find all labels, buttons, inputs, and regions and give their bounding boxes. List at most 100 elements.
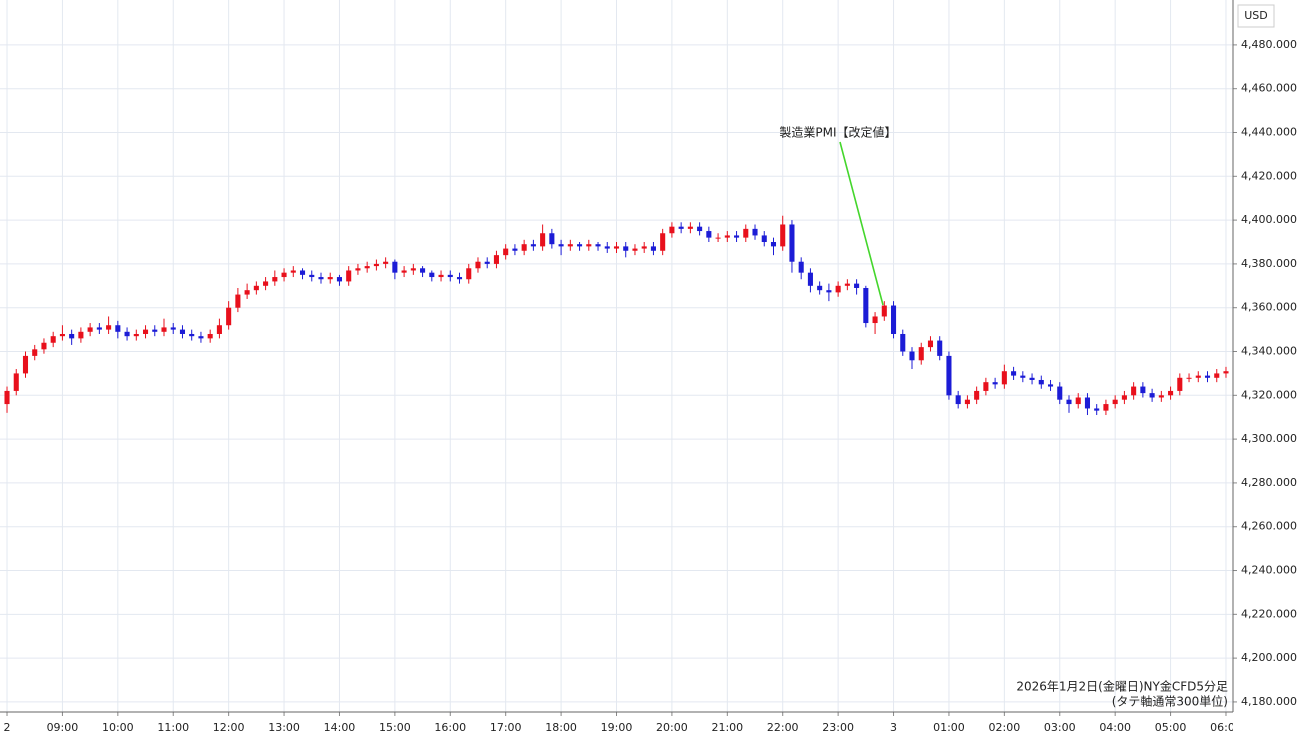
candle-body (558, 244, 564, 247)
candle-body (115, 325, 121, 332)
candle-body (826, 290, 832, 293)
candle-body (798, 261, 804, 273)
candle-body (410, 268, 416, 271)
candle-body (687, 226, 693, 229)
candle-body (817, 285, 823, 291)
x-tick-label: 22:00 (767, 721, 799, 734)
candle-body (484, 261, 490, 264)
candle-body (1029, 377, 1035, 380)
y-tick-label: 4,480.000 (1241, 38, 1297, 51)
candle-body (87, 327, 93, 332)
candle-body (456, 277, 463, 280)
candle-body (253, 285, 259, 291)
x-tick-label: 03:00 (1044, 721, 1076, 734)
candle-body (706, 231, 712, 238)
x-tick-label: 19:00 (601, 721, 633, 734)
x-tick-label: 06:00 (1210, 721, 1242, 734)
candle-body (22, 355, 29, 374)
candle-body (697, 226, 703, 232)
candle-body (1112, 399, 1118, 405)
candle-body (854, 283, 860, 288)
candle-body (1047, 384, 1054, 387)
currency-box (1237, 4, 1275, 28)
candle-body (632, 248, 638, 251)
candle-body (327, 277, 333, 280)
candle-body (955, 395, 961, 405)
y-tick-label: 4,380.000 (1241, 257, 1297, 270)
candle-body (318, 277, 324, 280)
candle-body (32, 349, 38, 356)
x-tick-label: 18:00 (545, 721, 577, 734)
candle-body (346, 270, 352, 282)
candle-body (761, 235, 767, 243)
candle-body (1094, 408, 1100, 411)
x-tick-label: 20:00 (656, 721, 688, 734)
candle-body (1084, 397, 1091, 409)
candle-body (900, 333, 906, 352)
candle-body (429, 272, 435, 278)
y-tick-label: 4,280.000 (1241, 476, 1297, 489)
candle-body (142, 329, 149, 334)
candle-body (309, 274, 315, 278)
candle-body (1204, 375, 1211, 378)
candle-body (678, 226, 684, 229)
caption: (タテ軸通常300単位) (1112, 694, 1228, 709)
candle-body (281, 272, 287, 278)
x-tick-label: 13:00 (268, 721, 300, 734)
candle-body (1131, 386, 1137, 396)
candle-body (1121, 395, 1127, 400)
candle-body (752, 228, 758, 236)
candle-body (447, 274, 453, 278)
candle-body (106, 325, 112, 330)
candle-body (420, 268, 426, 273)
candle-body (1038, 379, 1044, 385)
y-tick-label: 4,180.000 (1241, 695, 1297, 708)
candle-body (493, 255, 499, 264)
x-tick-label: 04:00 (1099, 721, 1131, 734)
candle-body (641, 246, 647, 249)
candle-body (669, 226, 675, 234)
annotation-pointer (839, 141, 884, 306)
candle-body (383, 261, 389, 264)
candle-body (540, 233, 546, 247)
candle-body (1168, 390, 1174, 396)
candle-body (401, 270, 407, 273)
candle-body (1075, 397, 1081, 405)
candle-body (1066, 399, 1072, 405)
candle-body (263, 281, 269, 286)
x-tick-label: 09:00 (47, 721, 79, 734)
candle-body (660, 233, 666, 251)
candle-body (13, 373, 19, 391)
candle-body (133, 333, 139, 337)
candle-body (189, 333, 195, 337)
candle-body (595, 244, 601, 247)
candle-body (512, 248, 518, 251)
x-tick-label: 10:00 (102, 721, 134, 734)
x-tick-label: 2 (4, 721, 11, 734)
candle-body (992, 382, 998, 385)
candle-body (299, 270, 306, 275)
candle-body (41, 342, 47, 350)
candle-body (650, 246, 656, 251)
candle-body (59, 333, 65, 337)
candle-body (124, 331, 130, 337)
x-tick-label: 3 (890, 721, 897, 734)
candle-body (567, 244, 573, 247)
candle-body (881, 305, 887, 317)
y-tick-label: 4,420.000 (1241, 169, 1297, 182)
candle-body (715, 237, 721, 239)
candle-body (475, 261, 481, 269)
candle-body (734, 235, 740, 238)
candle-body (835, 285, 841, 293)
candles (4, 215, 1229, 416)
candle-body (50, 336, 56, 343)
x-tick-label: 23:00 (822, 721, 854, 734)
y-tick-label: 4,240.000 (1241, 564, 1297, 577)
candle-body (789, 224, 795, 262)
candle-body (1140, 386, 1146, 394)
candle-body (336, 277, 343, 282)
y-tick-label: 4,300.000 (1241, 432, 1297, 445)
candle-body (244, 290, 250, 295)
candle-body (1177, 377, 1183, 391)
